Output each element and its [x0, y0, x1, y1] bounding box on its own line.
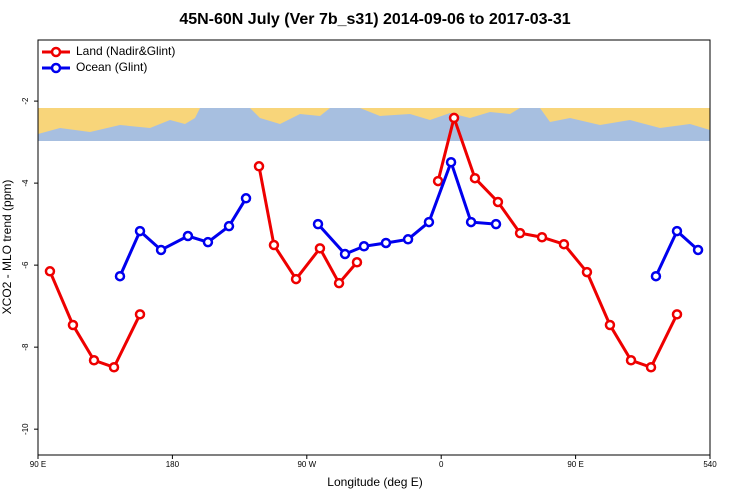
point — [604, 319, 616, 331]
point — [671, 309, 683, 320]
point — [514, 227, 526, 239]
point — [134, 309, 146, 320]
point — [692, 244, 704, 256]
point — [339, 248, 351, 260]
x-tick-label: 90 E — [567, 460, 583, 469]
point — [134, 225, 146, 237]
point — [223, 220, 235, 232]
point — [268, 239, 280, 251]
point — [155, 244, 167, 256]
point — [432, 175, 444, 187]
series-line — [118, 157, 700, 277]
point — [44, 266, 56, 277]
x-tick-label: 90 E — [30, 460, 46, 469]
point — [290, 273, 302, 285]
point — [380, 237, 392, 249]
x-tick-label: 180 — [166, 460, 180, 469]
y-tick-label: -2 — [21, 97, 30, 105]
y-axis-label: XCO2 - MLO trend (ppm) — [0, 180, 14, 315]
point — [333, 277, 345, 289]
point — [465, 216, 477, 228]
point — [314, 243, 326, 254]
point — [492, 196, 504, 208]
x-axis-label: Longitude (deg E) — [327, 475, 422, 489]
point — [88, 355, 100, 366]
point — [536, 231, 548, 243]
y-tick-label: -4 — [21, 179, 30, 187]
y-tick-label: -6 — [21, 261, 30, 269]
x-tick-label: 0 — [439, 460, 444, 469]
point — [558, 238, 570, 250]
point — [469, 172, 481, 184]
chart-title: 45N-60N July (Ver 7b_s31) 2014-09-06 to … — [179, 11, 570, 28]
point — [67, 319, 79, 331]
point — [108, 361, 120, 373]
point — [625, 355, 637, 366]
point — [445, 156, 457, 168]
x-tick-label: 90 W — [297, 460, 316, 469]
legend-label: Ocean (Glint) — [76, 60, 147, 74]
point — [182, 230, 194, 242]
point — [312, 218, 324, 230]
point — [351, 257, 363, 268]
legend-label: Land (Nadir&Glint) — [76, 44, 175, 58]
point — [202, 236, 214, 248]
point — [240, 193, 252, 204]
legend: Land (Nadir&Glint) Ocean (Glint) — [42, 44, 175, 74]
point — [402, 234, 414, 245]
legend-marker — [50, 62, 62, 74]
point — [358, 241, 370, 252]
y-tick-label: -10 — [21, 423, 30, 435]
point — [423, 216, 435, 228]
point — [645, 361, 657, 373]
point — [581, 266, 593, 278]
point — [448, 112, 460, 124]
x-tick-label: 540 — [703, 460, 717, 469]
point — [671, 225, 683, 237]
y-tick-label: -8 — [21, 343, 30, 351]
point — [253, 161, 265, 172]
plot-frame — [37, 39, 711, 456]
point — [114, 270, 126, 282]
point — [650, 270, 662, 282]
map-band — [38, 108, 710, 141]
legend-marker — [50, 46, 62, 58]
point — [490, 218, 502, 230]
